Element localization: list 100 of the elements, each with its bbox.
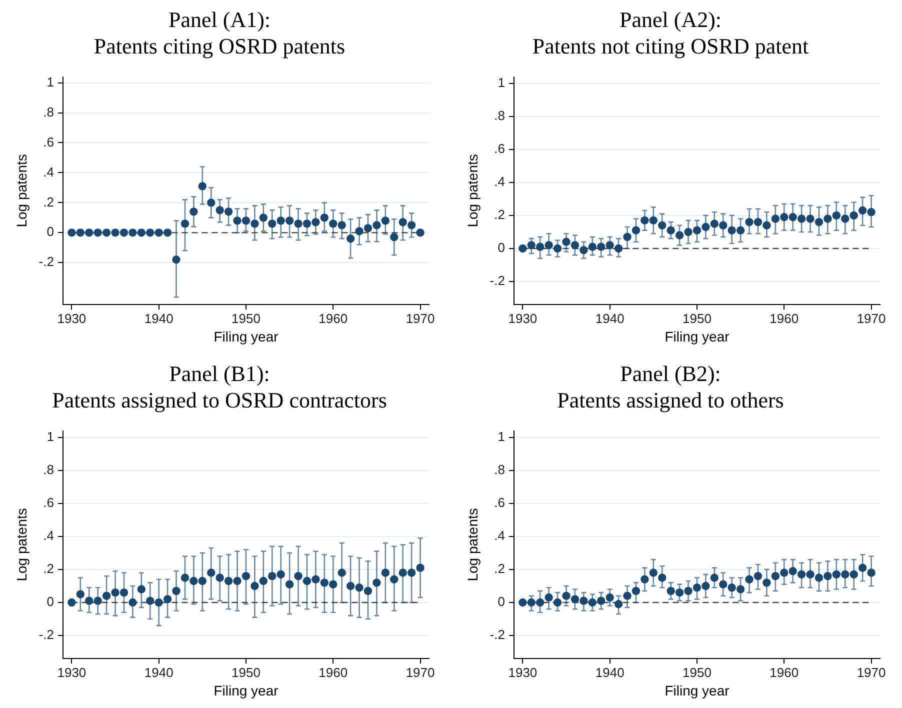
y-tick-label: -.2	[38, 627, 54, 642]
chart-title: Panel (A2):	[619, 6, 722, 32]
point	[76, 228, 84, 237]
point	[719, 580, 728, 588]
point	[390, 575, 398, 584]
point	[180, 574, 190, 582]
y-tick-label: .4	[43, 164, 54, 180]
point	[771, 572, 780, 580]
point	[745, 575, 754, 584]
x-tick-label: 1930	[508, 310, 538, 326]
point	[719, 221, 728, 230]
point	[68, 228, 76, 237]
y-tick-label: .4	[494, 174, 505, 190]
point	[824, 572, 832, 580]
point	[640, 216, 649, 225]
y-tick-label: .8	[43, 462, 54, 477]
x-tick-label: 1940	[595, 310, 624, 326]
y-tick-label: 1	[46, 74, 54, 90]
point	[242, 572, 250, 580]
point	[102, 228, 111, 237]
y-tick-label: .6	[43, 495, 54, 510]
point	[190, 208, 198, 216]
point	[111, 228, 120, 237]
point	[285, 216, 294, 225]
chart-title: Panel (B1):	[169, 360, 270, 386]
x-tick-label: 1970	[406, 664, 435, 680]
point	[562, 592, 570, 600]
y-tick-label: .4	[43, 528, 54, 544]
y-axis-title: Log patents	[464, 508, 480, 582]
y-tick-label: .8	[494, 462, 505, 477]
y-tick-label: 0	[46, 594, 54, 610]
point	[580, 596, 588, 605]
y-tick-label: .2	[494, 207, 505, 222]
chart-subtitle: Patents citing OSRD patents	[94, 33, 346, 58]
x-tick-label: 1930	[57, 664, 86, 680]
point	[312, 218, 320, 226]
point	[320, 214, 329, 222]
y-tick-label: .6	[494, 141, 505, 156]
point	[224, 576, 233, 586]
point	[76, 590, 84, 598]
point	[68, 598, 76, 607]
point	[416, 564, 424, 572]
point	[372, 578, 381, 587]
x-tick-label: 1950	[682, 310, 712, 326]
x-axis-title: Filing year	[214, 328, 279, 344]
y-tick-label: .8	[43, 104, 54, 120]
point	[797, 214, 806, 223]
x-tick-label: 1970	[406, 310, 435, 326]
point	[658, 221, 666, 230]
point	[407, 221, 416, 230]
point	[702, 222, 710, 232]
x-tick-label: 1940	[144, 664, 174, 680]
point	[867, 568, 876, 577]
point	[797, 570, 806, 579]
point	[390, 233, 398, 242]
point	[268, 220, 276, 228]
point	[562, 238, 570, 246]
x-tick-label: 1940	[595, 664, 624, 680]
point	[588, 242, 597, 251]
point	[163, 595, 172, 604]
point	[841, 570, 850, 579]
y-axis-title: Log patents	[13, 154, 30, 228]
y-tick-label: .6	[494, 495, 505, 510]
point	[684, 586, 692, 596]
point	[346, 234, 355, 243]
point	[329, 580, 338, 588]
y-tick-label: 0	[498, 594, 505, 610]
x-tick-label: 1960	[770, 664, 799, 680]
point	[416, 228, 424, 237]
point	[649, 568, 658, 577]
point	[666, 586, 675, 596]
point	[190, 576, 198, 586]
point	[216, 206, 224, 214]
point	[710, 574, 719, 582]
point	[692, 584, 702, 592]
x-tick-label: 1960	[318, 664, 348, 680]
point	[841, 214, 850, 223]
point	[606, 241, 614, 250]
x-tick-label: 1950	[232, 310, 260, 326]
point	[553, 244, 562, 253]
point	[675, 231, 684, 240]
point	[745, 218, 754, 226]
point	[146, 596, 154, 605]
point	[94, 596, 102, 605]
point	[788, 213, 797, 222]
point	[788, 567, 797, 576]
point	[346, 582, 355, 590]
x-tick-label: 1930	[508, 664, 538, 680]
y-tick-label: .4	[494, 528, 505, 544]
point	[850, 570, 858, 579]
point	[518, 244, 527, 253]
y-tick-label: -.2	[38, 254, 54, 270]
point	[198, 182, 207, 190]
point	[137, 228, 146, 237]
x-tick-label: 1930	[57, 310, 86, 326]
point	[302, 220, 312, 228]
point	[814, 574, 824, 582]
point	[632, 586, 640, 596]
point	[675, 588, 684, 597]
point	[728, 584, 736, 592]
